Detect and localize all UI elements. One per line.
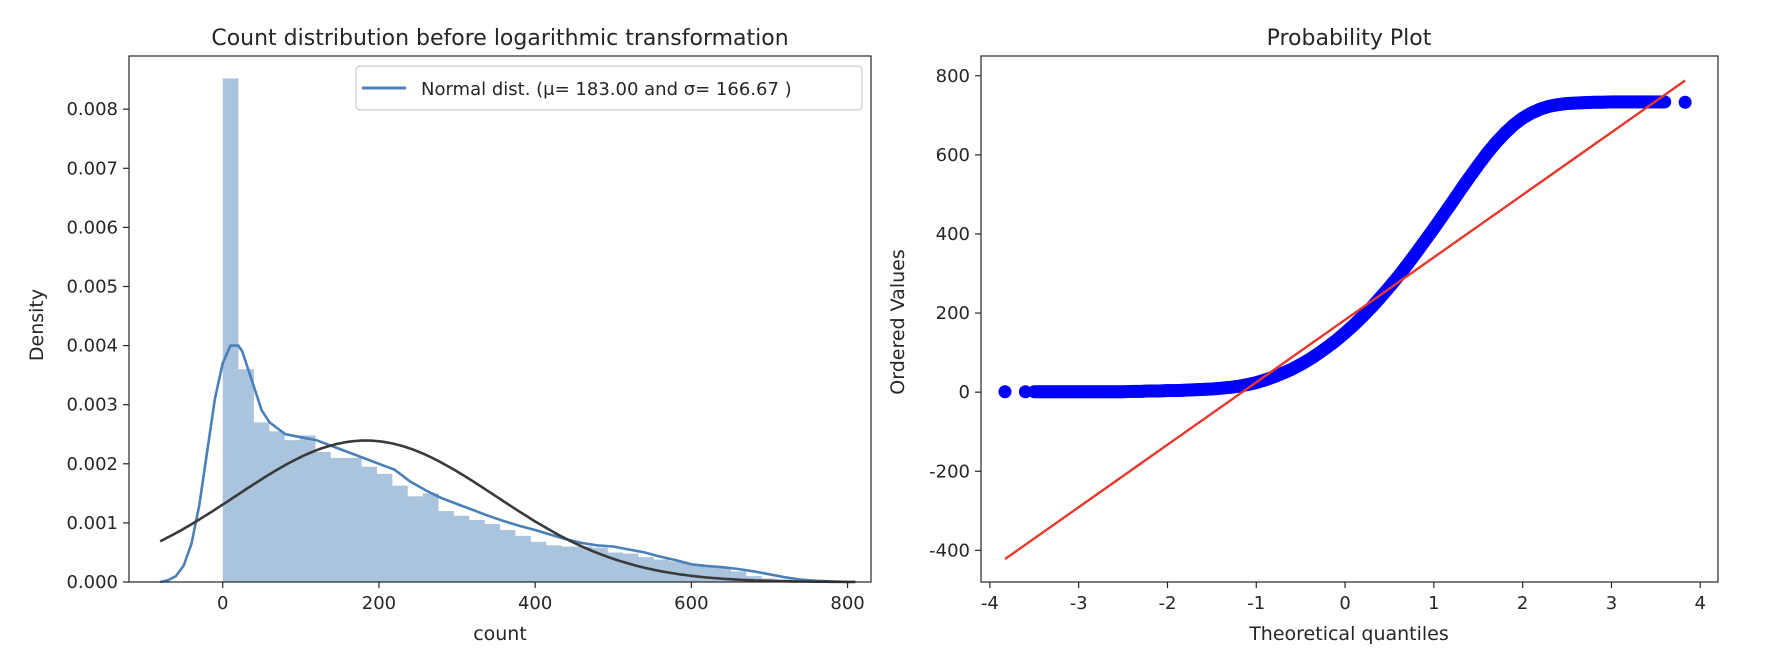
histogram-bar bbox=[530, 541, 547, 582]
histogram-bar bbox=[499, 529, 516, 582]
x-tick-label: -4 bbox=[981, 593, 999, 614]
x-tick-label: 4 bbox=[1695, 593, 1706, 614]
y-tick-label: 0.002 bbox=[66, 454, 118, 475]
plot-area bbox=[159, 78, 856, 584]
y-tick-label: -400 bbox=[929, 540, 970, 561]
x-tick-label: 400 bbox=[518, 593, 552, 614]
axes-frame bbox=[980, 55, 1719, 583]
histogram-bar bbox=[315, 451, 331, 582]
data-point bbox=[1018, 385, 1032, 399]
kde-curve bbox=[159, 344, 848, 584]
y-tick-label: 0.004 bbox=[66, 336, 118, 357]
histogram-bar bbox=[484, 524, 501, 582]
x-tick-label: -1 bbox=[1247, 593, 1265, 614]
y-axis-label: Density bbox=[26, 289, 48, 361]
y-tick-label: 0.006 bbox=[66, 217, 118, 238]
histogram-bar bbox=[268, 431, 285, 582]
histogram-bar bbox=[345, 457, 362, 582]
y-tick-label: 0.003 bbox=[66, 395, 118, 416]
y-tick-label: 0.008 bbox=[66, 99, 118, 120]
x-axis: 0 200 400 600 800 bbox=[217, 582, 865, 614]
histogram-bar bbox=[622, 553, 639, 582]
histogram-bar bbox=[730, 571, 747, 582]
y-tick-label: 0 bbox=[959, 382, 970, 403]
histogram-bar bbox=[222, 78, 239, 582]
histogram-bar bbox=[576, 546, 593, 582]
histogram-bar bbox=[468, 519, 485, 582]
y-axis: -400 -200 0 200 400 600 800 bbox=[929, 66, 981, 561]
plot-area bbox=[998, 79, 1692, 561]
histogram-bar bbox=[638, 557, 654, 582]
histogram-bar bbox=[376, 473, 393, 582]
histogram-bar bbox=[299, 435, 316, 582]
y-tick-label: 0.000 bbox=[66, 572, 118, 593]
histogram-panel: Count distribution before logarithmic tr… bbox=[26, 26, 872, 645]
x-tick-label: 1 bbox=[1428, 593, 1439, 614]
histogram-bar bbox=[438, 511, 454, 582]
histogram-bar bbox=[684, 564, 701, 582]
y-tick-label: 400 bbox=[936, 224, 970, 245]
legend-box bbox=[355, 65, 863, 111]
chart-title: Count distribution before logarithmic tr… bbox=[211, 26, 788, 51]
legend: Normal dist. (μ= 183.00 and σ= 166.67 ) bbox=[355, 65, 863, 111]
histogram-bar bbox=[561, 546, 578, 582]
histogram-bar bbox=[330, 457, 347, 582]
x-tick-label: 3 bbox=[1606, 593, 1617, 614]
y-axis-label: Ordered Values bbox=[887, 249, 909, 394]
x-tick-label: 200 bbox=[362, 593, 396, 614]
histogram-bar bbox=[238, 369, 254, 582]
y-tick-label: 0.005 bbox=[66, 276, 118, 297]
normal-fit-curve bbox=[159, 439, 856, 584]
y-axis: 0.000 0.001 0.002 0.003 0.004 0.005 0.006 0.007… bbox=[66, 99, 129, 593]
x-tick-label: 0 bbox=[217, 593, 228, 614]
probability-plot-panel: Probability Plot -400 -200 0 200 400 600 800 -… bbox=[887, 26, 1719, 645]
histogram-bar bbox=[422, 493, 439, 582]
legend-label: Normal dist. (μ= 183.00 and σ= 166.67 ) bbox=[421, 79, 792, 100]
x-tick-label: 2 bbox=[1517, 593, 1528, 614]
histogram-bar bbox=[361, 466, 377, 582]
histogram-bar bbox=[391, 485, 408, 582]
histogram-bar bbox=[668, 561, 685, 582]
fit-line bbox=[1004, 79, 1686, 561]
x-tick-label: 800 bbox=[830, 593, 864, 614]
axes-frame bbox=[128, 55, 872, 583]
y-tick-label: 600 bbox=[936, 145, 970, 166]
x-tick-label: -2 bbox=[1158, 593, 1176, 614]
x-tick-label: 0 bbox=[1339, 593, 1350, 614]
x-axis-label: Theoretical quantiles bbox=[1248, 623, 1449, 645]
y-tick-label: 0.001 bbox=[66, 513, 118, 534]
y-tick-label: 0.007 bbox=[66, 158, 118, 179]
y-tick-label: 800 bbox=[936, 66, 970, 87]
histogram-bar bbox=[407, 496, 424, 582]
histogram-bar bbox=[515, 535, 531, 582]
histogram-bar bbox=[453, 515, 470, 582]
x-axis: -4 -3 -2 -1 0 1 2 3 4 bbox=[981, 582, 1706, 614]
x-tick-label: -3 bbox=[1070, 593, 1088, 614]
histogram-bar bbox=[699, 565, 716, 582]
x-axis-label: count bbox=[473, 623, 527, 645]
data-point bbox=[1678, 95, 1692, 109]
chart-title: Probability Plot bbox=[1267, 26, 1432, 51]
histogram-bar bbox=[545, 545, 562, 582]
data-point bbox=[998, 385, 1012, 399]
histogram-bar bbox=[284, 440, 301, 582]
histogram-bar bbox=[745, 576, 762, 582]
histogram-bar bbox=[253, 422, 270, 582]
y-tick-label: 200 bbox=[936, 303, 970, 324]
y-tick-label: -200 bbox=[929, 461, 970, 482]
x-tick-label: 600 bbox=[674, 593, 708, 614]
